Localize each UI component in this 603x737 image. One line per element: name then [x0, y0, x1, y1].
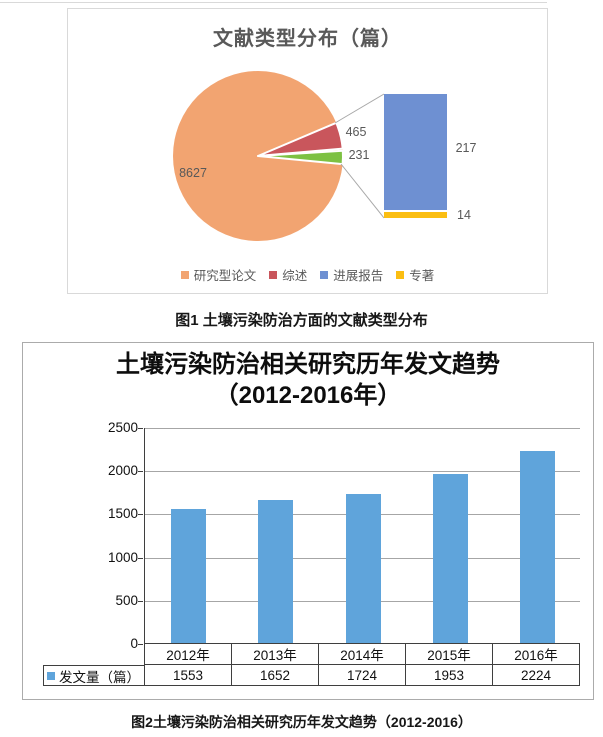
year-header-cell: 2015年	[406, 644, 493, 664]
pie-chart-graphics	[173, 71, 447, 241]
top-horizontal-rule	[0, 2, 547, 3]
legend-label: 研究型论文	[193, 269, 257, 283]
year-header-cell: 2012年	[145, 644, 232, 664]
value-cell: 1724	[319, 665, 406, 686]
figure1-caption: 图1 土壤污染防治方面的文献类型分布	[175, 312, 428, 329]
bar-2014年	[345, 494, 381, 643]
year-header-cell: 2014年	[319, 644, 406, 664]
y-axis-tick-mark	[138, 428, 143, 429]
year-header-cell: 2016年	[493, 644, 580, 664]
bar-2013年	[258, 500, 294, 643]
chart1-title: 文献类型分布（篇）	[213, 28, 402, 50]
legend-swatch-icon	[180, 270, 189, 279]
literature-type-pie-chart[interactable]: 文献类型分布（篇） 8627 465 231 217 14 研究型论文 综述 进展报…	[67, 8, 548, 294]
legend-label: 进展报告	[333, 269, 384, 283]
chart2-title-line2: （2012-2016年）	[214, 382, 402, 409]
data-label-research-papers: 8627	[179, 166, 207, 180]
legend-swatch-icon	[269, 270, 278, 279]
gridline-2500	[145, 428, 580, 429]
value-cell: 2224	[493, 665, 580, 686]
figure2-caption: 图2土壤污染防治相关研究历年发文趋势（2012-2016）	[131, 714, 472, 730]
value-cell: 1553	[145, 665, 232, 686]
data-label-other-group: 231	[348, 148, 370, 162]
value-cell: 1652	[232, 665, 319, 686]
pie-slice-other-group	[257, 149, 344, 166]
legend-swatch-icon	[320, 270, 329, 279]
data-label-reviews: 465	[345, 125, 367, 139]
chart2-title-line1: 土壤污染防治相关研究历年发文趋势	[116, 351, 500, 378]
data-label-progress-reports: 217	[455, 141, 477, 155]
chart2-table-row-header: 发文量（篇）	[44, 665, 145, 686]
bar-2012年	[171, 508, 207, 643]
y-axis-tick-mark	[138, 600, 143, 602]
legend-item-3: 专著	[396, 265, 434, 284]
bar-segment-progress-reports	[384, 94, 447, 210]
connector-line-top	[334, 93, 385, 124]
legend-item-0: 研究型论文	[180, 265, 257, 284]
annual-publications-bar-chart[interactable]: 土壤污染防治相关研究历年发文趋势 （2012-2016年） 2500 2000 15…	[22, 342, 594, 700]
chart2-category-axis-row: 2012年 2013年 2014年 2015年 2016年	[144, 644, 580, 665]
y-axis-tick-label: 1500	[107, 506, 138, 522]
bar-2015年	[432, 474, 468, 643]
data-label-monographs: 14	[457, 208, 471, 222]
series-legend-key-icon	[47, 672, 55, 680]
legend-item-2: 进展报告	[320, 265, 383, 284]
gridline-2000	[145, 471, 580, 473]
legend-item-1: 综述	[269, 265, 307, 284]
value-cell: 1953	[406, 665, 493, 686]
chart2-data-table-row: 发文量（篇） 1553 1652 1724 1953 2224	[43, 665, 580, 686]
y-axis-tick-mark	[138, 557, 143, 559]
chart2-title: 土壤污染防治相关研究历年发文趋势 （2012-2016年）	[23, 349, 593, 411]
legend-swatch-icon	[396, 270, 405, 279]
year-header-cell: 2013年	[232, 644, 319, 664]
y-axis-tick-label: 2000	[107, 463, 138, 479]
legend-label: 综述	[282, 269, 308, 283]
y-axis-tick-mark	[138, 471, 143, 473]
connector-line-bottom	[340, 163, 385, 219]
y-axis-tick-label: 500	[115, 592, 138, 608]
bar-2016年	[519, 450, 555, 643]
chart2-plot-area	[144, 428, 580, 644]
y-axis-tick-label: 1000	[107, 549, 138, 565]
bar-segment-monographs	[384, 212, 447, 218]
series-name-label: 发文量（篇）	[59, 670, 140, 685]
y-axis-tick-mark	[138, 644, 143, 645]
legend-label: 专著	[409, 269, 435, 283]
y-axis-tick-label: 0	[130, 636, 138, 651]
y-axis-tick-label: 2500	[107, 420, 138, 435]
y-axis-tick-mark	[138, 514, 143, 516]
chart1-legend: 研究型论文 综述 进展报告 专著	[68, 265, 547, 284]
